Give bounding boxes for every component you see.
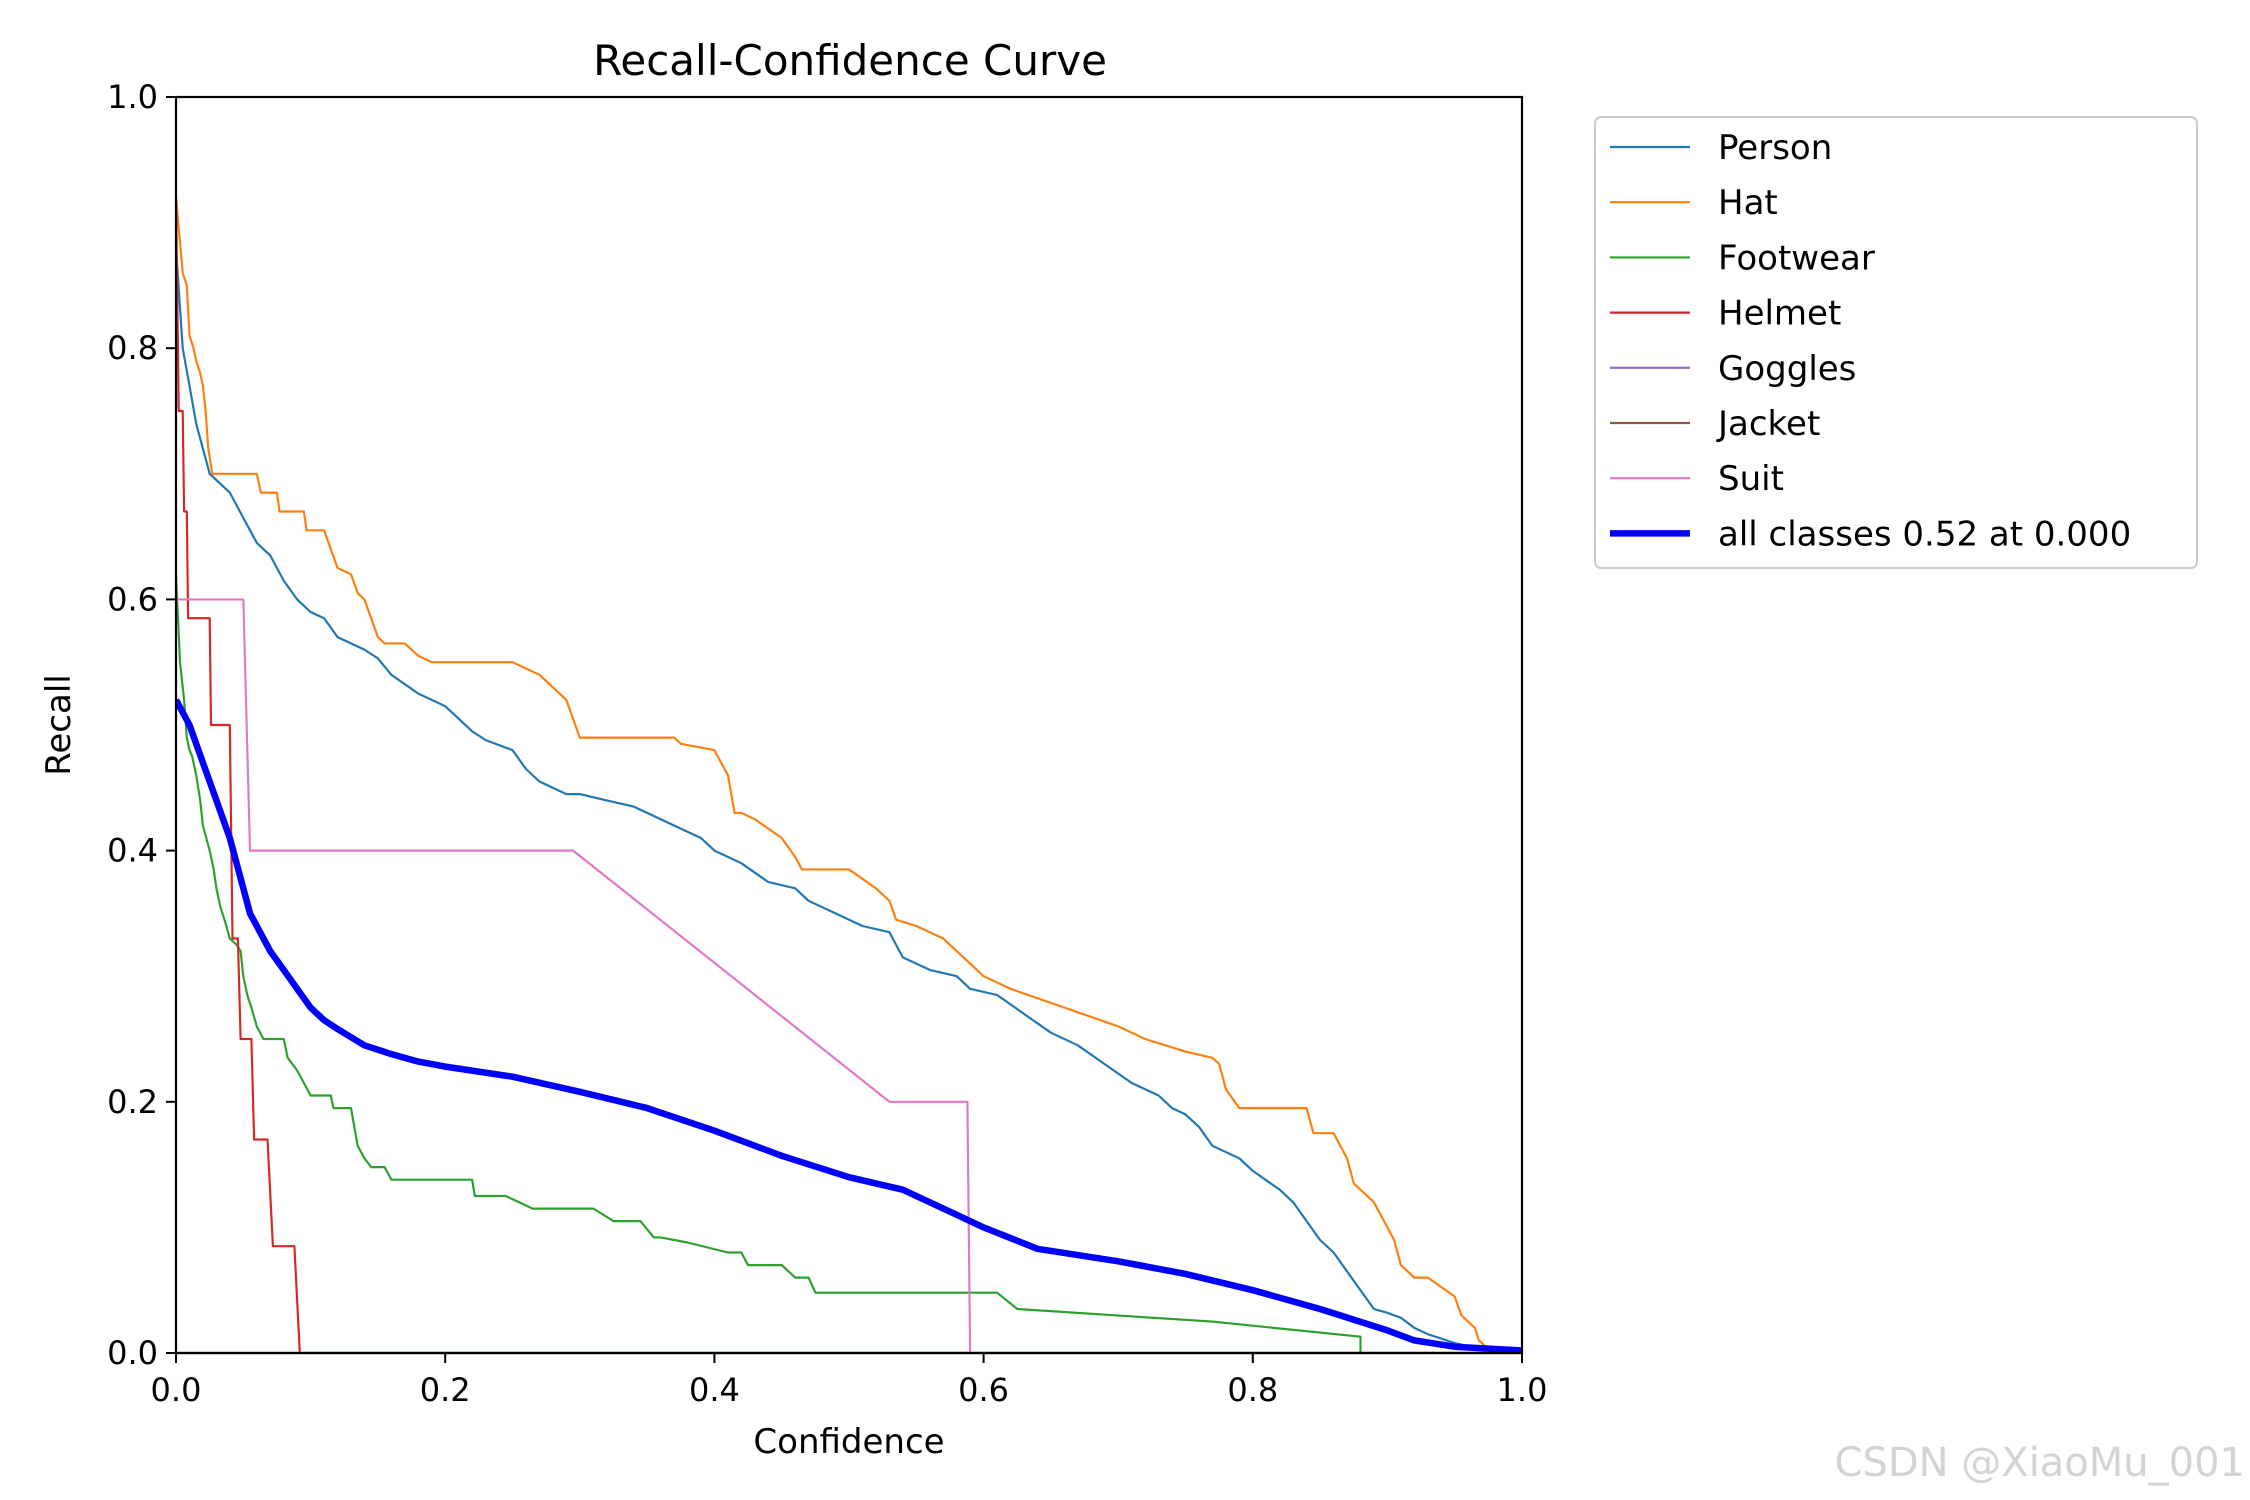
- y-tick-label: 0.2: [107, 1083, 158, 1121]
- y-tick-label: 0.0: [107, 1334, 158, 1372]
- y-tick-label: 0.6: [107, 580, 158, 618]
- legend-label-footwear: Footwear: [1718, 238, 1875, 278]
- y-axis-ticks: 0.0 0.2 0.4 0.6 0.8 1.0: [107, 78, 176, 1372]
- legend-label-helmet: Helmet: [1718, 294, 1841, 334]
- series-line-footwear: [176, 574, 1362, 1353]
- series-line-suit: [176, 598, 972, 1354]
- plot-area: 0.0 0.2 0.4 0.6 0.8 1.0 0.0 0.2 0.4 0.6 0.8 1.0: [107, 78, 1547, 1409]
- x-tick-label: 0.6: [958, 1371, 1009, 1409]
- plot-frame: [174, 95, 1524, 1355]
- legend: Person Hat Footwear Helmet Goggles Jacket Suit…: [1594, 116, 2198, 569]
- x-axis-ticks: 0.0 0.2 0.4 0.6 0.8 1.0: [151, 1353, 1548, 1409]
- legend-label-hat: Hat: [1718, 183, 1778, 223]
- series-line-hat: [176, 197, 1490, 1350]
- y-tick-label: 0.8: [107, 329, 158, 367]
- series-line-helmet: [176, 197, 1522, 1355]
- legend-label-suit: Suit: [1718, 459, 1784, 499]
- x-axis-label: Confidence: [753, 1422, 944, 1462]
- y-tick-label: 1.0: [107, 78, 158, 116]
- legend-label-person: Person: [1718, 128, 1832, 168]
- watermark: CSDN @XiaoMu_001: [1834, 1440, 2245, 1486]
- legend-label-all-classes-0-52-at-0-000: all classes 0.52 at 0.000: [1718, 514, 2131, 554]
- series-line-person: [176, 247, 1523, 1355]
- legend-label-goggles: Goggles: [1718, 349, 1856, 389]
- x-tick-label: 0.8: [1227, 1371, 1278, 1409]
- legend-label-jacket: Jacket: [1716, 404, 1820, 444]
- x-tick-label: 1.0: [1497, 1371, 1548, 1409]
- series-layer: [176, 197, 1523, 1355]
- x-tick-label: 0.4: [689, 1371, 740, 1409]
- y-tick-label: 0.4: [107, 832, 158, 870]
- x-tick-label: 0.2: [420, 1371, 471, 1409]
- legend-items: Person Hat Footwear Helmet Goggles Jacket Suit…: [1610, 128, 2131, 554]
- series-line-all-classes-0-52-at-0-000: [176, 698, 1523, 1354]
- chart-title: Recall-Confidence Curve: [593, 36, 1107, 85]
- x-tick-label: 0.0: [151, 1371, 202, 1409]
- y-axis-label: Recall: [39, 674, 79, 775]
- legend-box: [1594, 116, 2198, 569]
